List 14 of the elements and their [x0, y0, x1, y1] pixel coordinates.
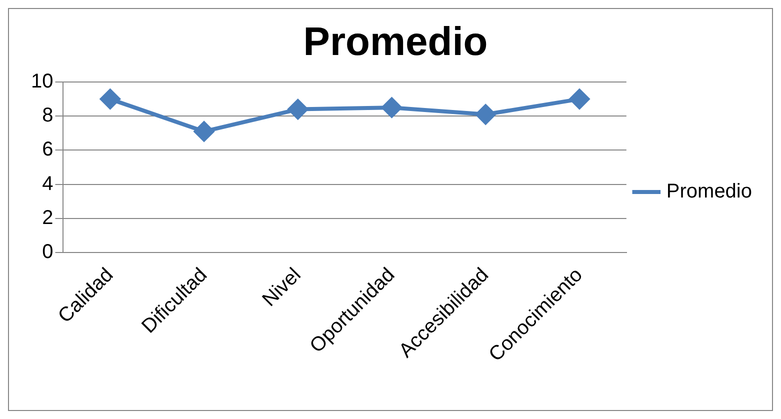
point — [100, 89, 120, 110]
point — [476, 104, 496, 124]
point — [569, 89, 590, 110]
legend-label: Promedio — [666, 180, 752, 203]
y-tick-label: 8 — [42, 104, 54, 127]
y-tick-label: 2 — [42, 206, 54, 229]
point — [288, 99, 308, 120]
y-tick-label: 0 — [42, 241, 54, 264]
point — [194, 121, 214, 142]
chart-title: Promedio — [303, 20, 488, 64]
y-tick-label: 6 — [42, 138, 54, 161]
y-tick-label: 10 — [30, 70, 54, 93]
y-tick-label: 4 — [42, 172, 54, 195]
point — [382, 98, 402, 118]
